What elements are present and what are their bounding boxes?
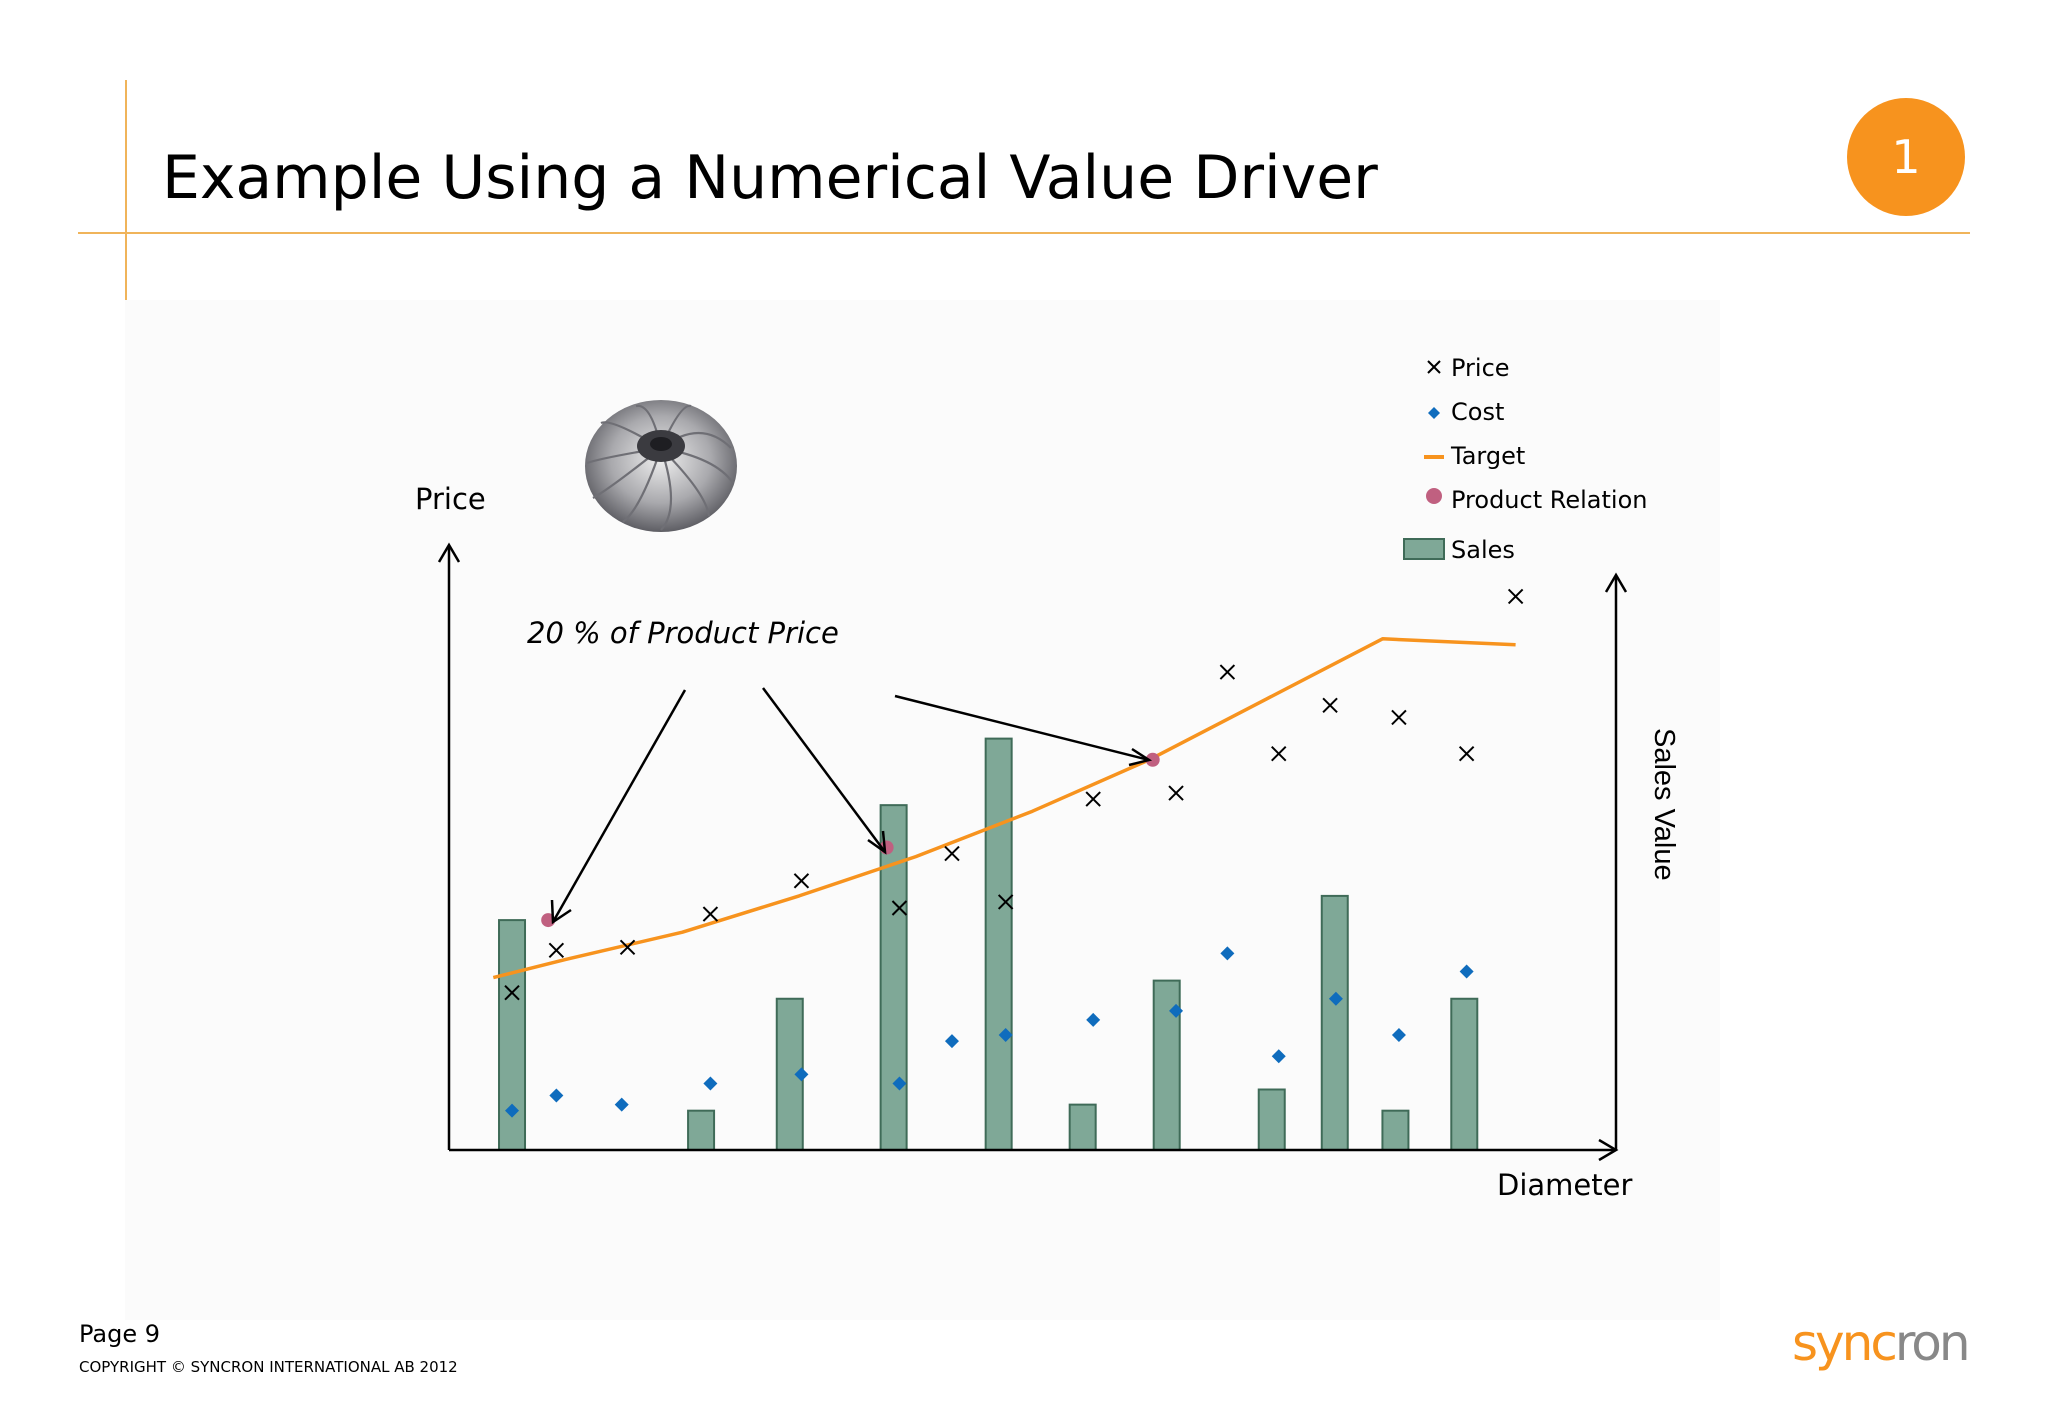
price-point xyxy=(1219,664,1236,680)
logo-part-sync: sync xyxy=(1792,1314,1895,1372)
turbine-impeller-image xyxy=(585,400,737,532)
sales-bar xyxy=(687,1109,716,1151)
header-horizontal-rule xyxy=(78,232,1970,234)
price-point xyxy=(1085,791,1101,807)
cost-point xyxy=(998,1028,1013,1043)
annotation-arrows xyxy=(550,687,1153,925)
chart-panel: 20 % of Product Price Price Diameter Sal… xyxy=(125,300,1720,1320)
cost-point xyxy=(1391,1028,1406,1043)
price-point xyxy=(1168,785,1184,801)
cost-point xyxy=(505,1103,520,1118)
legend-cost-label: Cost xyxy=(1451,398,1504,426)
cost-point xyxy=(892,1076,907,1091)
cost-markers xyxy=(505,946,1474,1118)
price-point xyxy=(1391,709,1407,726)
chart: 20 % of Product Price Price Diameter Sal… xyxy=(415,354,1680,1202)
legend-sales-symbol xyxy=(1403,538,1445,560)
price-point xyxy=(619,939,636,956)
legend-product-relation-symbol xyxy=(1426,488,1442,504)
cost-point xyxy=(944,1034,959,1049)
axes xyxy=(437,542,1628,1162)
target-curve xyxy=(492,637,1516,980)
price-point xyxy=(793,873,810,889)
header-vertical-rule xyxy=(125,80,127,300)
cost-point xyxy=(1169,1003,1184,1018)
sales-bar xyxy=(1381,1109,1410,1151)
sales-bar xyxy=(1320,894,1349,1152)
sales-bar xyxy=(1257,1088,1286,1151)
y-axis-label: Price xyxy=(415,482,486,516)
y2-axis-arrowhead xyxy=(1604,572,1628,593)
slide-number-badge: 1 xyxy=(1847,98,1965,216)
slide-title: Example Using a Numerical Value Driver xyxy=(162,143,1378,213)
legend-sales-label: Sales xyxy=(1451,536,1515,564)
cost-point xyxy=(794,1067,809,1082)
syncron-logo: syncron xyxy=(1792,1314,1971,1372)
legend-product-relation-label: Product Relation xyxy=(1451,486,1647,514)
price-point xyxy=(1271,746,1287,762)
sales-bars xyxy=(498,737,1479,1152)
price-markers xyxy=(504,588,1524,1001)
product-relation-point xyxy=(1145,752,1160,767)
slide-number: 1 xyxy=(1891,130,1921,184)
cost-point xyxy=(1328,991,1343,1006)
legend-price-symbol xyxy=(1427,360,1441,374)
cost-point xyxy=(614,1097,629,1112)
annotation-text: 20 % of Product Price xyxy=(527,616,839,650)
sales-bar xyxy=(1068,1103,1097,1151)
svg-text:syncron: syncron xyxy=(1792,1314,1968,1372)
y2-axis-label: Sales Value xyxy=(1648,728,1680,881)
logo-part-ron: ron xyxy=(1895,1314,1968,1372)
cost-point xyxy=(1086,1012,1101,1027)
price-point xyxy=(548,942,565,959)
legend-price-label: Price xyxy=(1451,354,1510,382)
x-axis-label: Diameter xyxy=(1497,1168,1632,1202)
cost-point xyxy=(1459,964,1474,979)
sales-bar xyxy=(1450,997,1479,1151)
cost-point xyxy=(1220,946,1235,961)
legend-target-label: Target xyxy=(1450,442,1525,470)
chart-legend: Price Cost Target Product Relation Sales xyxy=(1403,354,1647,564)
copyright-text: COPYRIGHT © SYNCRON INTERNATIONAL AB 201… xyxy=(79,1358,458,1376)
price-point xyxy=(891,900,908,916)
y-axis-arrowhead xyxy=(437,542,461,563)
price-point xyxy=(1322,697,1338,714)
sales-bar xyxy=(984,737,1013,1151)
legend-cost-symbol xyxy=(1428,407,1440,419)
cost-point xyxy=(703,1076,718,1091)
price-point xyxy=(944,845,960,862)
price-point xyxy=(702,906,719,922)
price-point xyxy=(1458,746,1475,762)
price-point xyxy=(504,984,520,1001)
cost-point xyxy=(549,1088,564,1103)
price-point xyxy=(997,894,1014,910)
cost-point xyxy=(1271,1049,1286,1064)
sales-bar xyxy=(879,804,908,1151)
page-number: Page 9 xyxy=(79,1320,160,1348)
price-point xyxy=(1507,588,1524,605)
target-line xyxy=(492,637,1516,980)
